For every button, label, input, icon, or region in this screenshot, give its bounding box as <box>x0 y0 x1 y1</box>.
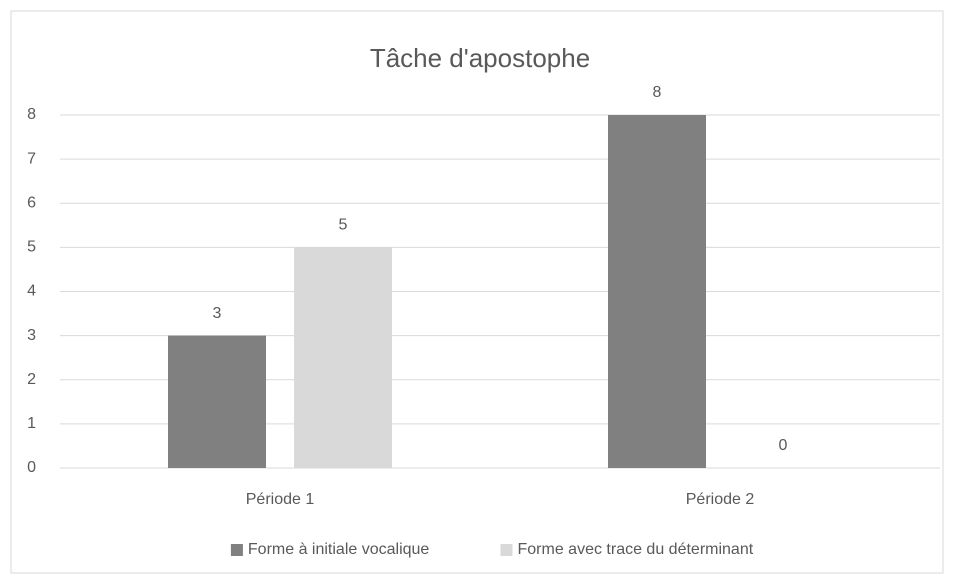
y-tick-label: 1 <box>27 415 36 432</box>
y-tick-label: 8 <box>27 106 36 123</box>
y-tick-label: 0 <box>27 459 36 476</box>
x-tick-label: Période 1 <box>246 491 315 508</box>
chart-title: Tâche d'apostophe <box>370 43 590 73</box>
y-tick-label: 5 <box>27 239 36 256</box>
y-tick-label: 4 <box>27 283 36 300</box>
y-tick-label: 2 <box>27 371 36 388</box>
legend-swatch <box>500 544 513 556</box>
y-tick-label: 7 <box>27 150 36 167</box>
bar <box>168 335 266 468</box>
legend-label: Forme avec trace du déterminant <box>518 541 754 558</box>
data-label: 5 <box>339 217 348 234</box>
bar <box>608 115 706 468</box>
y-tick-label: 6 <box>27 194 36 211</box>
data-label: 0 <box>779 437 788 454</box>
x-tick-label: Période 2 <box>686 491 755 508</box>
legend-swatch <box>230 544 243 556</box>
data-label: 8 <box>653 84 662 101</box>
bar <box>294 247 392 468</box>
y-tick-label: 3 <box>27 327 36 344</box>
legend-label: Forme à initiale vocalique <box>248 541 430 558</box>
data-label: 3 <box>213 305 222 322</box>
